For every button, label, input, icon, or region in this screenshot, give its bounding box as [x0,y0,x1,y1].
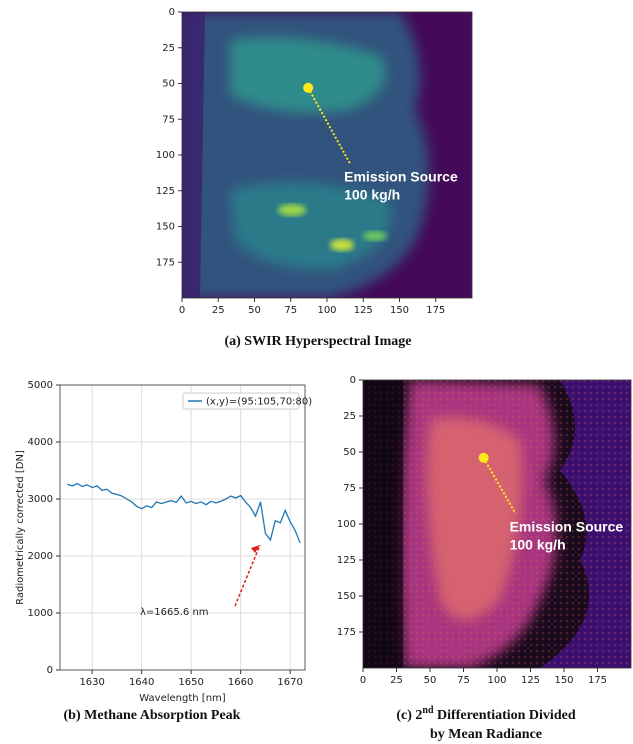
series-line [67,482,301,544]
caption-c-part: Differentiation Divided [434,708,576,723]
legend-label: (x,y)=(95:105,70:80) [206,397,312,408]
x-tick-label: 25 [212,305,225,316]
x-tick-label: 175 [588,675,607,686]
y-tick-label: 25 [162,43,175,54]
y-tick-label: 50 [343,447,356,458]
heatmap-c [363,380,631,668]
annotation: Emission Source [344,168,458,184]
annotation: 100 kg/h [344,186,400,202]
y-tick-label: 175 [337,627,356,638]
x-axis-label: Wavelength [nm] [139,693,225,704]
x-tick-label: 150 [390,305,409,316]
legend-box [182,392,300,410]
y-tick-label: 125 [156,186,175,197]
y-tick-label: 25 [343,411,356,422]
caption-c-part: (c) 2 [396,708,422,723]
x-tick-label: 1670 [277,677,302,688]
x-tick-label: 1630 [79,677,104,688]
y-tick-label: 175 [156,257,175,268]
y-tick-label: 3000 [28,494,53,505]
x-tick-label: 100 [317,305,336,316]
y-tick-label: 5000 [28,380,53,391]
y-axis-label: Radiometrically corrected [DN] [15,450,26,605]
x-tick-label: 175 [426,305,445,316]
x-tick-label: 75 [457,675,470,686]
x-tick-label: 125 [354,305,373,316]
x-tick-label: 50 [424,675,437,686]
annotation-leader [307,87,352,165]
x-tick-label: 1640 [129,677,154,688]
y-tick-label: 125 [337,555,356,566]
source-marker [303,82,314,93]
caption-c: (c) 2nd Differentiation Divided [396,705,575,723]
y-tick-label: 150 [156,222,175,233]
y-tick-label: 75 [343,483,356,494]
y-tick-label: 0 [169,7,175,18]
plot-frame [181,11,473,299]
y-tick-label: 1000 [28,608,53,619]
x-tick-label: 100 [487,675,506,686]
x-tick-label: 50 [248,305,261,316]
y-tick-label: 100 [156,150,175,161]
y-tick-label: 100 [337,519,356,530]
x-tick-label: 1650 [178,677,203,688]
annotation: Emission Source [510,518,624,534]
annotation: 100 kg/h [510,536,566,552]
annotation: λ=1665.6 nm [140,607,209,618]
y-tick-label: 150 [337,591,356,602]
plot-frame [59,384,306,671]
x-tick-label: 75 [284,305,297,316]
caption-a: (a) SWIR Hyperspectral Image [224,334,411,349]
annotation-arrow [234,544,261,607]
y-tick-label: 4000 [28,437,53,448]
plot-frame [362,379,632,669]
x-tick-label: 125 [521,675,540,686]
caption-c-sup: nd [422,705,434,716]
y-tick-label: 0 [47,665,53,676]
y-tick-label: 2000 [28,551,53,562]
y-tick-label: 0 [350,375,356,386]
x-tick-label: 0 [179,305,185,316]
y-tick-label: 75 [162,114,175,125]
heatmap-a [182,12,472,298]
x-tick-label: 25 [390,675,403,686]
x-tick-label: 0 [360,675,366,686]
x-tick-label: 150 [554,675,573,686]
annotation-leader [482,457,517,515]
y-tick-label: 50 [162,79,175,90]
caption-c-line2: by Mean Radiance [430,727,542,742]
source-marker [478,452,489,463]
x-tick-label: 1660 [228,677,253,688]
arrow-head [251,545,260,553]
caption-b: (b) Methane Absorption Peak [64,708,241,723]
